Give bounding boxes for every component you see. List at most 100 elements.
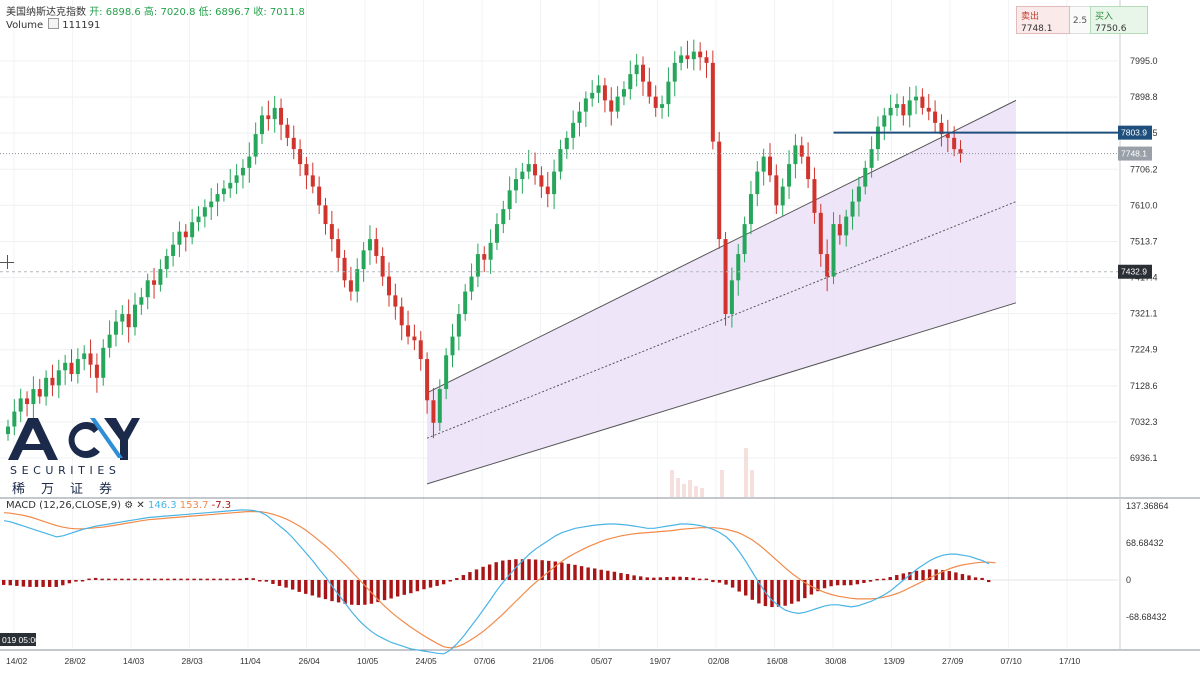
macd-hist-bar (218, 578, 223, 581)
spread-value: 2.5 (1070, 6, 1090, 34)
macd-hist-bar (888, 577, 892, 580)
date-tick-label: 24/05 (416, 656, 438, 666)
macd-pane (0, 509, 1118, 655)
candle-body (196, 216, 201, 223)
candle-body (418, 340, 423, 360)
macd-hist-bar (41, 580, 45, 587)
macd-hist-bar (80, 580, 85, 582)
candle-body (717, 141, 722, 240)
candle-body (812, 179, 817, 213)
candle-body (514, 179, 518, 191)
candle-body (806, 156, 811, 180)
macd-hist-bar (74, 580, 78, 582)
channel-lower (426, 302, 1017, 485)
macd-label: MACD (12,26,CLOSE,9) (6, 500, 122, 511)
candle-body (888, 107, 893, 116)
macd-hist-bar (205, 578, 209, 581)
volume-indicator: Volume 111191 (6, 18, 100, 31)
macd-hist-bar (284, 580, 288, 588)
macd-hist-bar (297, 580, 301, 592)
macd-hist-bar (481, 566, 485, 580)
macd-hist-bar (901, 573, 906, 580)
close-icon[interactable]: ✕ (136, 500, 145, 511)
candle-body (323, 205, 328, 225)
date-tick-label: 14/03 (123, 656, 145, 666)
candle-body (133, 304, 137, 328)
buy-button[interactable]: 买入 7750.6 (1090, 6, 1148, 34)
macd-hist-bar (317, 580, 321, 598)
axes: 7995.07898.87802.57706.27610.07513.77417… (0, 56, 1169, 666)
macd-hist-bar (507, 559, 512, 580)
gear-icon[interactable]: ⚙ (124, 500, 134, 511)
candle-body (139, 297, 144, 305)
macd-hist-bar (625, 574, 630, 580)
buy-price: 7750.6 (1095, 24, 1127, 34)
candle-body (6, 426, 10, 435)
macd-hist-bar (533, 559, 538, 580)
macd-hist-bar (914, 570, 919, 580)
candle-body (482, 254, 487, 260)
macd-hist-bar (835, 580, 840, 586)
sell-price: 7748.1 (1021, 24, 1053, 34)
candle-body (113, 321, 118, 335)
candle-body (431, 400, 436, 423)
sell-button[interactable]: 卖出 7748.1 (1016, 6, 1070, 34)
volume-bar (688, 480, 692, 497)
candle-body (56, 370, 61, 386)
date-tick-label: 02/08 (708, 656, 730, 666)
candle-body (539, 175, 544, 187)
current-price-badge: 7748.1 (1121, 149, 1147, 159)
candle-body (799, 145, 804, 157)
candle-body (787, 164, 792, 187)
volume-bar (750, 470, 754, 497)
candle-body (425, 359, 430, 401)
candle-body (463, 291, 468, 315)
candle-body (202, 207, 207, 217)
macd-hist-bar (645, 577, 649, 580)
macd-hist-bar (172, 578, 177, 581)
macd-hist-bar (435, 580, 439, 586)
macd-hist-bar (881, 578, 886, 581)
macd-hist-bar (336, 580, 341, 603)
candle-body (266, 115, 271, 120)
date-badge-bg (0, 633, 36, 646)
symbol-header: 美国纳斯达克指数 开: 6898.6 高: 7020.8 低: 6896.7 收… (6, 3, 305, 18)
macd-hist-bar (350, 580, 354, 605)
macd-hist-bar (277, 580, 282, 586)
candle-body (412, 336, 417, 341)
candle-body (501, 209, 506, 225)
date-tick-label: 28/02 (65, 656, 87, 666)
macd-tick-label: 68.68432 (1126, 538, 1164, 548)
macd-hist-bar (527, 559, 531, 580)
volume-bar (670, 470, 674, 497)
candle-body (50, 377, 55, 386)
candle-body (240, 167, 245, 176)
macd-hist-bar (862, 580, 866, 583)
candle-body (533, 164, 538, 176)
candle-body (469, 276, 474, 292)
macd-hist-bar (868, 580, 873, 582)
macd-hist-bar (28, 580, 32, 587)
macd-hist-bar (684, 577, 689, 580)
macd-hist-bar (343, 580, 347, 604)
candle-body (126, 314, 131, 328)
candle-body (18, 398, 23, 412)
macd-hist-bar (717, 580, 722, 583)
candle-body (317, 186, 322, 206)
volume-bar (676, 478, 680, 497)
date-tick-label: 17/10 (1059, 656, 1081, 666)
candle-body (952, 137, 957, 150)
macd-hist-bar (579, 566, 584, 580)
candle-body (272, 107, 277, 120)
macd-hist-bar (757, 580, 761, 604)
macd-signal-line (3, 511, 996, 649)
candle-body (710, 62, 715, 142)
macd-hist-bar (100, 578, 104, 581)
settings-icon[interactable] (48, 18, 60, 29)
volume-bar (744, 448, 748, 497)
macd-line (3, 509, 990, 655)
macd-hist-bar (179, 578, 183, 581)
candle-body (748, 194, 753, 225)
macd-hist-bar (120, 578, 124, 581)
